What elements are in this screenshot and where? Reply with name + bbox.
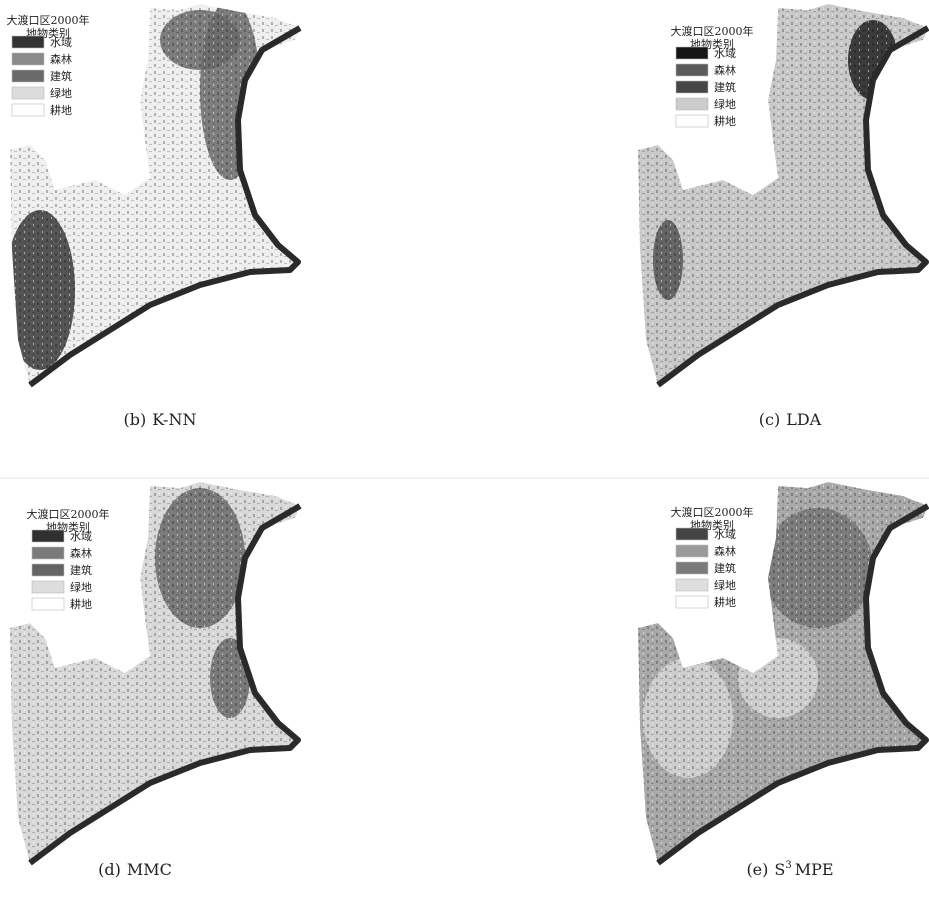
legend-swatch <box>32 564 64 576</box>
legend-label: 耕地 <box>50 103 72 117</box>
caption: (e) S3 MPE <box>746 860 833 879</box>
legend-label: 建筑 <box>50 69 72 83</box>
legend-swatch <box>32 581 64 593</box>
legend-swatch <box>676 562 708 574</box>
legend-label: 水域 <box>50 36 72 49</box>
caption: (b) K-NN <box>124 410 197 429</box>
caption: (c) LDA <box>759 410 822 429</box>
legend-title: 大渡口区2000年 <box>27 507 110 521</box>
caption-label: (b) <box>124 410 147 429</box>
legend-label: 耕地 <box>70 597 92 611</box>
caption-method-rest: MPE <box>795 860 834 879</box>
caption-method: MMC <box>127 860 172 879</box>
caption-label: (e) <box>746 860 768 879</box>
caption-sup: 3 <box>785 860 791 871</box>
legend-label: 建筑 <box>70 563 92 577</box>
legend-label: 耕地 <box>714 114 736 128</box>
caption-method: K-NN <box>152 410 196 429</box>
map <box>0 0 310 390</box>
legend-label: 绿地 <box>714 97 736 111</box>
legend-label: 森林 <box>714 544 736 558</box>
legend-label: 水域 <box>714 528 736 541</box>
legend-swatch <box>12 53 44 65</box>
panel <box>628 478 929 868</box>
legend-title: 大渡口区2000年 <box>671 24 754 38</box>
caption: (d) MMC <box>98 860 172 879</box>
legend-title: 大渡口区2000年 <box>7 13 90 27</box>
legend-label: 水域 <box>714 47 736 60</box>
legend-swatch <box>12 87 44 99</box>
map-texture <box>0 0 310 390</box>
legend-swatch <box>676 98 708 110</box>
legend-label: 森林 <box>714 63 736 77</box>
legend-swatch <box>676 579 708 591</box>
legend-swatch <box>676 528 708 540</box>
legend-swatch <box>32 530 64 542</box>
legend-swatch <box>676 596 708 608</box>
legend-swatch <box>676 81 708 93</box>
caption-method: LDA <box>786 410 821 429</box>
legend-swatch <box>12 36 44 48</box>
legend-title: 大渡口区2000年 <box>671 505 754 519</box>
legend-label: 绿地 <box>50 86 72 100</box>
legend-swatch <box>12 104 44 116</box>
legend-label: 绿地 <box>70 580 92 594</box>
legend-swatch <box>32 598 64 610</box>
caption-label: (d) <box>98 860 121 879</box>
legend-swatch <box>676 47 708 59</box>
legend-label: 耕地 <box>714 595 736 609</box>
legend-swatch <box>676 115 708 127</box>
legend-swatch <box>32 547 64 559</box>
legend-label: 水域 <box>70 530 92 543</box>
legend-label: 绿地 <box>714 578 736 592</box>
legend-label: 建筑 <box>714 80 736 94</box>
caption-method: S <box>774 860 785 879</box>
figure: 大渡口区2000年地物类别水域森林建筑绿地耕地(b)K-NN大渡口区2000年地… <box>0 0 929 911</box>
panel <box>628 0 929 390</box>
legend-swatch <box>12 70 44 82</box>
legend-swatch <box>676 64 708 76</box>
panel <box>0 0 310 390</box>
caption-label: (c) <box>759 410 780 429</box>
legend-swatch <box>676 545 708 557</box>
legend-label: 森林 <box>50 52 72 66</box>
legend-label: 建筑 <box>714 561 736 575</box>
legend-label: 森林 <box>70 546 92 560</box>
